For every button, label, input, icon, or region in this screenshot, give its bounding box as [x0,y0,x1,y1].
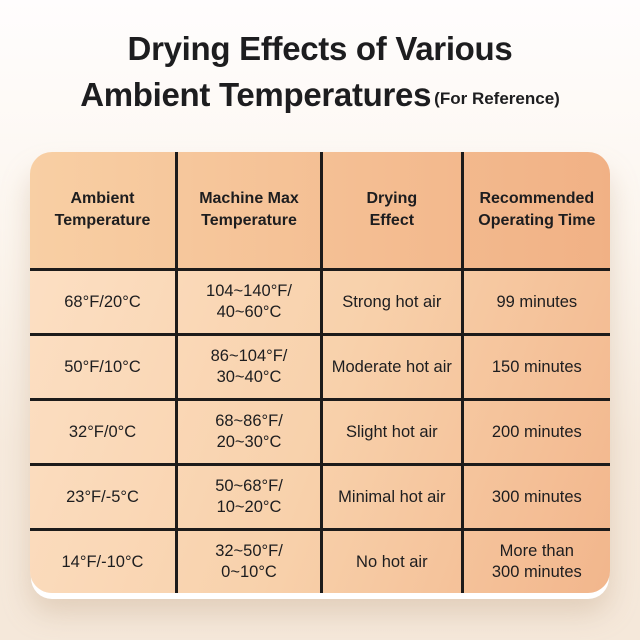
title-line-2-text: Ambient Temperatures [80,76,432,113]
table-header-row: Ambient Temperature Machine Max Temperat… [30,152,610,268]
cell-text: 86~104°F/ [210,347,288,365]
cell-drying-effect: No hot air [320,531,461,593]
header-cell-ambient-temperature: Ambient Temperature [30,152,175,268]
table-body: 68°F/20°C 104~140°F/ 40~60°C Strong hot … [30,268,610,593]
drying-effects-table: Ambient Temperature Machine Max Temperat… [30,152,610,593]
header-cell-recommended-operating-time: Recommended Operating Time [460,152,610,268]
cell-text: 50~68°F/ [215,477,283,495]
header-text: Recommended [479,190,595,207]
table-row: 50°F/10°C 86~104°F/ 30~40°C Moderate hot… [30,333,610,398]
cell-text: 20~30°C [216,433,282,451]
cell-text: 68~86°F/ [215,412,283,430]
cell-text: 200 minutes [491,422,582,441]
title-line-2: Ambient Temperatures (For Reference) [0,72,640,122]
cell-operating-time: 200 minutes [460,401,610,463]
cell-operating-time: 99 minutes [460,271,610,333]
table-row: 32°F/0°C 68~86°F/ 20~30°C Slight hot air… [30,398,610,463]
cell-text: 50°F/10°C [64,357,141,376]
header-cell-drying-effect: Drying Effect [320,152,461,268]
cell-machine-max-temperature: 86~104°F/ 30~40°C [175,336,320,398]
cell-operating-time: 300 minutes [460,466,610,528]
header-text: Operating Time [478,212,596,229]
cell-ambient-temperature: 23°F/-5°C [30,466,175,528]
cell-machine-max-temperature: 50~68°F/ 10~20°C [175,466,320,528]
title-suffix: (For Reference) [434,89,560,108]
header-text: Ambient [70,190,135,207]
cell-ambient-temperature: 14°F/-10°C [30,531,175,593]
table-row: 68°F/20°C 104~140°F/ 40~60°C Strong hot … [30,268,610,333]
cell-text: 32~50°F/ [215,542,283,560]
cell-machine-max-temperature: 104~140°F/ 40~60°C [175,271,320,333]
cell-text: 300 minutes [491,487,582,506]
table-row: 14°F/-10°C 32~50°F/ 0~10°C No hot air Mo… [30,528,610,593]
cell-text: 23°F/-5°C [66,487,139,506]
cell-text: 99 minutes [496,292,578,311]
cell-text: 0~10°C [221,563,277,581]
cell-text: Moderate hot air [331,357,452,376]
title-line-1: Drying Effects of Various [127,30,513,67]
cell-text: 10~20°C [216,498,282,516]
header-cell-machine-max-temperature: Machine Max Temperature [175,152,320,268]
cell-operating-time: 150 minutes [460,336,610,398]
cell-drying-effect: Minimal hot air [320,466,461,528]
cell-text: 150 minutes [491,357,582,376]
cell-text: 40~60°C [216,303,282,321]
cell-text: 32°F/0°C [68,422,137,441]
cell-machine-max-temperature: 68~86°F/ 20~30°C [175,401,320,463]
cell-text: 104~140°F/ [206,282,292,300]
cell-ambient-temperature: 68°F/20°C [30,271,175,333]
header-text: Drying [366,190,418,207]
page-title: Drying Effects of Various Ambient Temper… [0,26,640,122]
cell-text: Minimal hot air [338,487,446,506]
cell-text: 68°F/20°C [64,292,141,311]
cell-text: 14°F/-10°C [61,552,144,571]
table-row: 23°F/-5°C 50~68°F/ 10~20°C Minimal hot a… [30,463,610,528]
cell-text: 300 minutes [491,563,582,581]
cell-text: Slight hot air [345,422,438,441]
cell-drying-effect: Slight hot air [320,401,461,463]
header-text: Machine Max [199,190,299,207]
cell-text: No hot air [356,552,428,571]
cell-operating-time: More than 300 minutes [460,531,610,593]
cell-text: Strong hot air [342,292,442,311]
cell-drying-effect: Moderate hot air [320,336,461,398]
cell-text: More than [499,542,574,560]
header-text: Effect [369,212,415,229]
cell-ambient-temperature: 50°F/10°C [30,336,175,398]
cell-ambient-temperature: 32°F/0°C [30,401,175,463]
cell-machine-max-temperature: 32~50°F/ 0~10°C [175,531,320,593]
header-text: Temperature [201,212,297,229]
cell-drying-effect: Strong hot air [320,271,461,333]
header-text: Temperature [54,212,151,229]
cell-text: 30~40°C [216,368,282,386]
